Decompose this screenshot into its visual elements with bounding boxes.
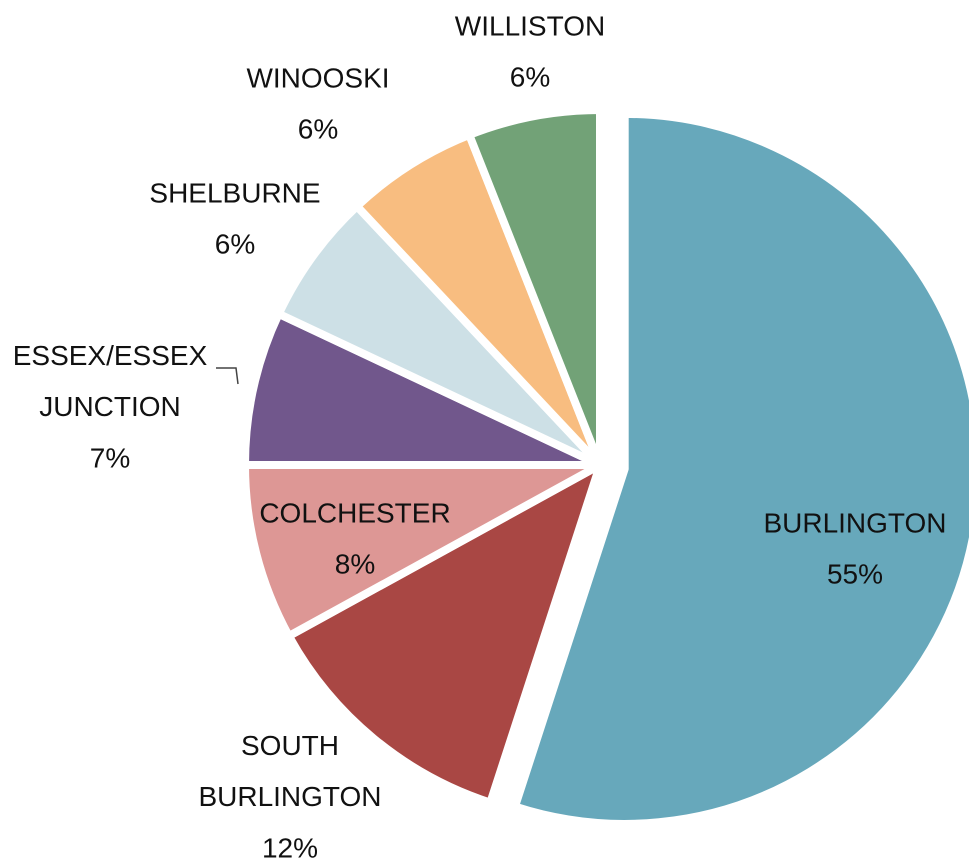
slice-value-label: 12% bbox=[262, 832, 318, 862]
label-line: ESSEX/ESSEX bbox=[13, 340, 208, 371]
slice-value-label: 55% bbox=[827, 558, 883, 589]
label-line: BURLINGTON bbox=[198, 781, 381, 812]
pie-slice bbox=[465, 106, 604, 469]
slice-value-label: 7% bbox=[90, 442, 130, 473]
label-line: JUNCTION bbox=[39, 391, 181, 422]
slice-label: WILLISTON bbox=[455, 10, 605, 41]
slice-value-label: 6% bbox=[298, 113, 338, 144]
slice-label: SOUTH BURLINGTON bbox=[198, 730, 381, 812]
slice-label: ESSEX/ESSEX JUNCTION bbox=[13, 340, 208, 422]
pie-slice bbox=[510, 109, 969, 828]
leader-line bbox=[216, 367, 239, 385]
slice-label: COLCHESTER bbox=[259, 497, 450, 528]
slice-value-label: 8% bbox=[335, 548, 375, 579]
pie-slice bbox=[241, 461, 604, 641]
label-line: SOUTH bbox=[241, 730, 339, 761]
slice-value-label: 6% bbox=[215, 228, 255, 259]
slice-label: BURLINGTON bbox=[763, 507, 946, 538]
slice-value-label: 6% bbox=[510, 61, 550, 92]
slice-label: SHELBURNE bbox=[149, 177, 320, 208]
pie-slice bbox=[284, 461, 604, 807]
slice-label: WINOOSKI bbox=[246, 62, 389, 93]
